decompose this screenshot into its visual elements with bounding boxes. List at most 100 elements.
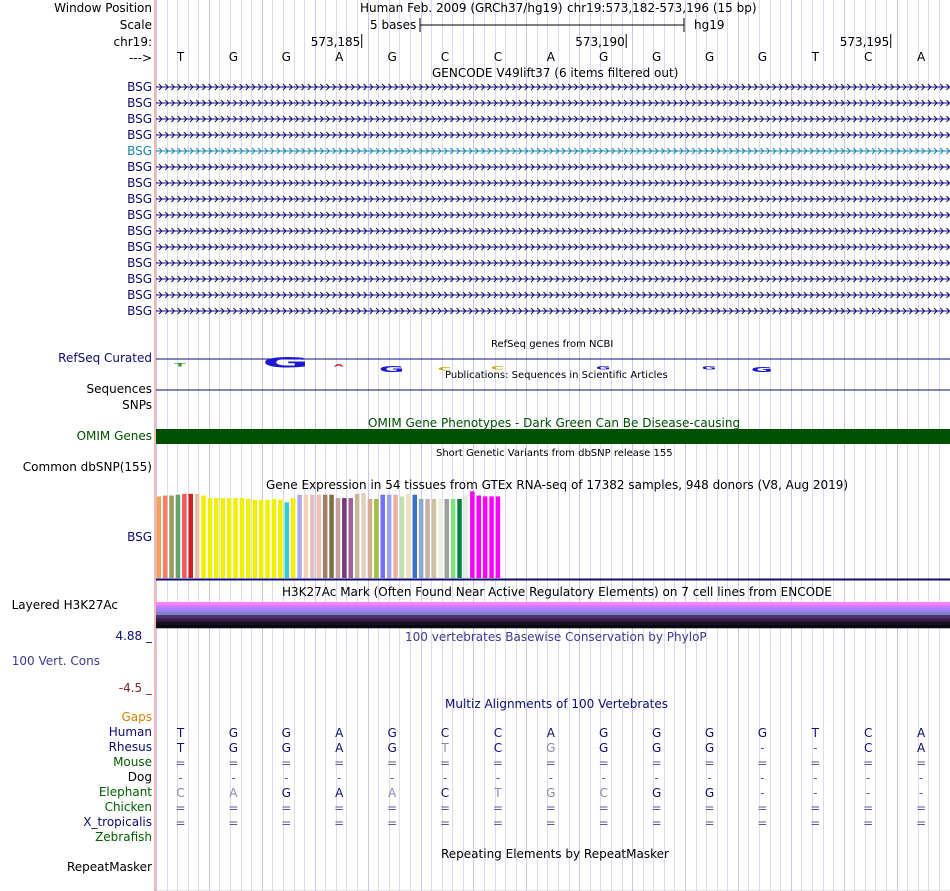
gene-label-bsg[interactable]: BSG <box>127 224 152 238</box>
grid-subline <box>716 0 718 891</box>
h3k27ac-layer <box>156 621 950 626</box>
gene-label-bsg[interactable]: BSG <box>127 272 152 286</box>
gene-label-bsg[interactable]: BSG <box>127 288 152 302</box>
refseq-title: RefSeq genes from NCBI <box>491 339 614 350</box>
gene-label-bsg[interactable]: BSG <box>127 240 152 254</box>
alignment-base: A <box>335 726 344 740</box>
grid-line <box>896 0 898 891</box>
gtex-tissue-bar <box>297 494 302 578</box>
grid-line <box>632 0 634 891</box>
alignment-base: = <box>228 816 239 830</box>
strand-label: ---> <box>128 51 152 65</box>
gtex-tissue-bar <box>393 494 398 578</box>
alignment-base: = <box>281 801 292 815</box>
species-label[interactable]: Dog <box>127 770 152 784</box>
gene-label-bsg[interactable]: BSG <box>127 304 152 318</box>
alignment-base: A <box>387 786 397 800</box>
alignment-base: = <box>492 801 503 815</box>
phylop-base-glyph: A <box>334 364 345 368</box>
gtex-tissue-bar <box>354 493 360 578</box>
alignment-base: = <box>916 756 927 770</box>
omim-label[interactable]: OMIM Genes <box>76 429 152 443</box>
gene-label-bsg[interactable]: BSG <box>127 208 152 222</box>
grid-subline <box>187 0 189 891</box>
gene-label-bsg[interactable]: BSG <box>127 112 152 126</box>
alignment-base: G <box>704 741 715 755</box>
snps-label[interactable]: SNPs <box>122 398 152 412</box>
grid-subline <box>409 0 411 891</box>
gene-label-bsg[interactable]: BSG <box>127 80 152 94</box>
gtex-tissue-bar <box>399 496 405 578</box>
sequences-label[interactable]: Sequences <box>86 382 152 396</box>
grid-line <box>843 0 845 891</box>
species-label[interactable]: Mouse <box>113 755 152 769</box>
species-label[interactable]: Rhesus <box>108 740 152 754</box>
phylop-max-label: 4.88 _ <box>115 629 152 643</box>
repeatmasker-label[interactable]: RepeatMasker <box>66 860 152 874</box>
alignment-base: = <box>334 801 345 815</box>
grid-subline <box>325 0 327 891</box>
grid-subline <box>357 0 359 891</box>
grid-subline <box>166 0 168 891</box>
gtex-tissue-bar <box>367 498 373 578</box>
gene-label-bsg[interactable]: BSG <box>127 128 152 142</box>
gtex-tissue-bar <box>374 498 379 578</box>
species-label[interactable]: Gaps <box>121 710 152 724</box>
gtex-tissue-bar <box>303 494 309 578</box>
species-label[interactable]: X_tropicalis <box>83 815 152 829</box>
gene-label-bsg[interactable]: BSG <box>127 144 152 158</box>
gene-label-bsg[interactable]: BSG <box>127 96 152 110</box>
strand-arrows <box>158 83 950 91</box>
grid-subline <box>706 0 708 891</box>
base-letter: A <box>335 50 344 64</box>
grid-subline <box>515 0 517 891</box>
grid-line <box>420 0 422 891</box>
gene-label-bsg[interactable]: BSG <box>127 176 152 190</box>
alignment-base: = <box>175 756 186 770</box>
gene-label-bsg[interactable]: BSG <box>127 192 152 206</box>
alignment-base: = <box>757 756 768 770</box>
phylop-base-glyph: G <box>379 365 404 374</box>
grid-subline <box>928 0 930 891</box>
gtex-tissue-bar <box>252 499 257 578</box>
scale-label: Scale <box>119 18 152 32</box>
species-label[interactable]: Zebrafish <box>95 830 152 844</box>
refseq-label[interactable]: RefSeq Curated <box>58 351 152 365</box>
alignment-base: = <box>228 756 239 770</box>
alignment-base: = <box>439 801 451 815</box>
browser-image[interactable]: Human Feb. 2009 (GRCh37/hg19) chr19:573,… <box>156 0 950 891</box>
strand-arrows <box>158 227 950 235</box>
phylop-track-label[interactable]: 100 Vert. Cons <box>11 654 100 668</box>
h3k27ac-label[interactable]: Layered H3K27Ac <box>11 598 118 612</box>
species-label[interactable]: Elephant <box>98 785 152 799</box>
grid-subline <box>558 0 560 891</box>
alignment-base: G <box>651 726 662 740</box>
dbsnp-label[interactable]: Common dbSNP(155) <box>22 460 152 474</box>
phylop-base-glyph: G <box>702 366 716 371</box>
alignment-base: - <box>231 771 236 785</box>
alignment-base: = <box>863 816 874 830</box>
gtex-tissue-bar <box>182 493 187 578</box>
alignment-base: = <box>598 801 609 815</box>
grid-subline <box>748 0 750 891</box>
alignment-base: = <box>281 756 292 770</box>
alignment-base: A <box>335 741 344 755</box>
ruler-tick-label: 573,185 <box>310 35 361 49</box>
alignment-base: - <box>813 771 818 785</box>
grid-subline <box>547 0 549 891</box>
grid-subline <box>769 0 771 891</box>
gtex-gene-label[interactable]: BSG <box>127 530 152 544</box>
phylop-base-glyph: T <box>174 363 186 368</box>
gene-label-bsg[interactable]: BSG <box>127 160 152 174</box>
species-label[interactable]: Human <box>108 725 152 739</box>
chrom-label: chr19: <box>113 35 152 49</box>
alignment-base: G <box>228 741 239 755</box>
gtex-tissue-bar <box>342 498 347 578</box>
gene-label-bsg[interactable]: BSG <box>127 256 152 270</box>
gtex-tissue-bar <box>310 494 315 578</box>
species-label[interactable]: Chicken <box>104 800 152 814</box>
gtex-tissue-bar <box>412 494 417 578</box>
alignment-base: = <box>545 801 556 815</box>
alignment-base: - <box>337 771 342 785</box>
alignment-base: = <box>704 801 715 815</box>
